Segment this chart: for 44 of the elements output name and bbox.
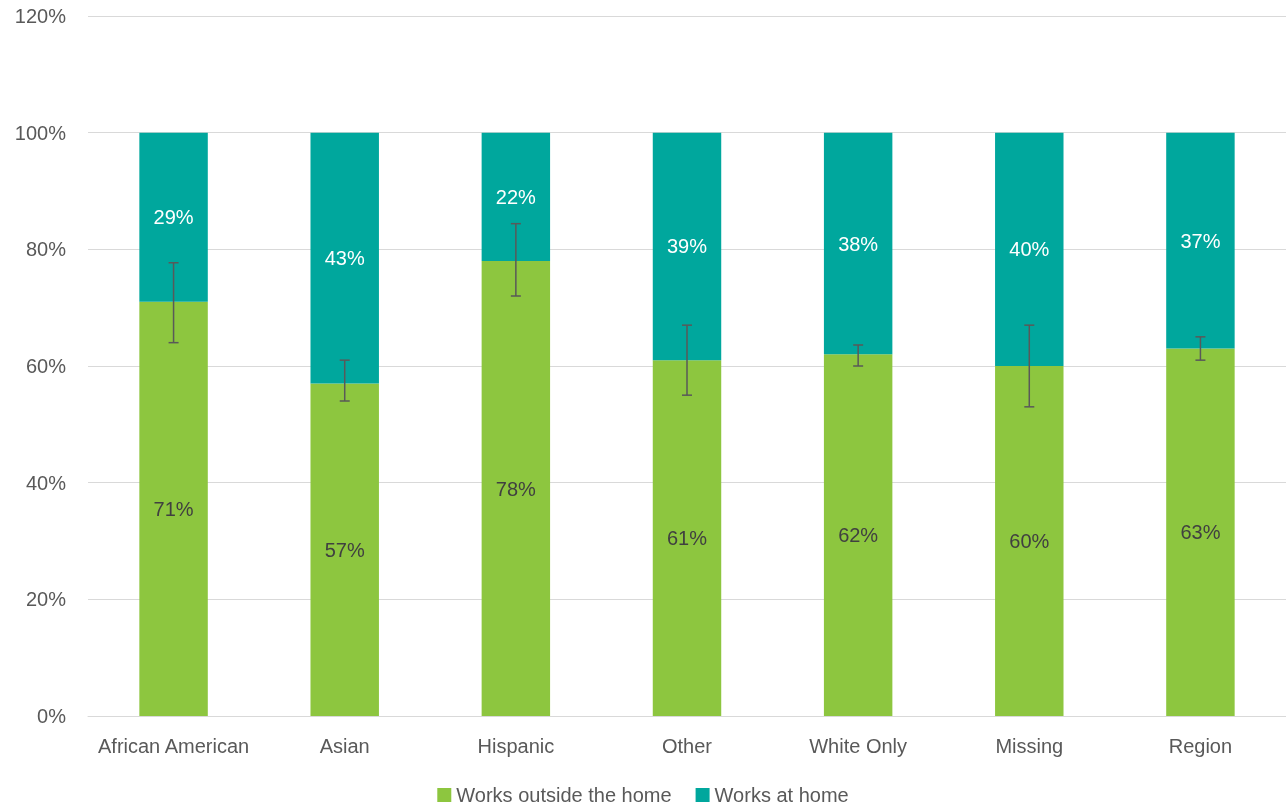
x-tick-label: Other xyxy=(661,735,713,757)
x-tick-label: Missing xyxy=(995,735,1064,757)
data-label: 60% xyxy=(1009,530,1050,552)
bar xyxy=(481,132,551,261)
x-tick-label: African American xyxy=(97,735,250,757)
x-tick-label: White Only xyxy=(809,735,908,757)
x-tick-label: Asian xyxy=(319,735,370,757)
y-tick-label: 40% xyxy=(25,471,67,494)
data-label: 37% xyxy=(1180,229,1221,252)
y-tick-label: 80% xyxy=(25,238,67,261)
data-label: 62% xyxy=(838,524,879,547)
data-label: 71% xyxy=(153,497,194,520)
bar xyxy=(310,383,379,716)
bar xyxy=(823,132,893,355)
bar xyxy=(823,354,893,716)
data-label: 40% xyxy=(1009,238,1050,261)
bar xyxy=(652,360,722,716)
y-tick-label: 100% xyxy=(14,121,67,144)
data-label: 57% xyxy=(324,538,365,561)
y-tick-label: 0% xyxy=(37,705,67,727)
y-tick-label: 20% xyxy=(25,588,67,611)
bar xyxy=(652,132,722,361)
x-tick-label: Hispanic xyxy=(477,735,555,757)
data-label: 22% xyxy=(495,185,537,208)
data-label: 38% xyxy=(838,232,879,255)
bar xyxy=(1166,348,1235,716)
bar xyxy=(995,132,1064,366)
data-label: 29% xyxy=(153,206,194,229)
bar xyxy=(310,132,379,384)
bar xyxy=(995,366,1064,716)
data-label: 61% xyxy=(666,527,708,550)
data-label: 78% xyxy=(495,477,537,500)
y-tick-label: 120% xyxy=(14,5,67,27)
data-label: 43% xyxy=(324,247,365,270)
legend-label: Works at home xyxy=(714,784,849,806)
bar xyxy=(139,132,208,302)
bar xyxy=(481,261,551,716)
bar xyxy=(139,301,208,716)
data-label: 63% xyxy=(1180,521,1221,544)
legend-label: Works outside the home xyxy=(456,784,672,806)
data-label: 39% xyxy=(666,235,708,258)
x-tick-label: Region xyxy=(1168,735,1233,757)
bar xyxy=(1166,132,1235,349)
y-tick-label: 60% xyxy=(25,355,67,377)
